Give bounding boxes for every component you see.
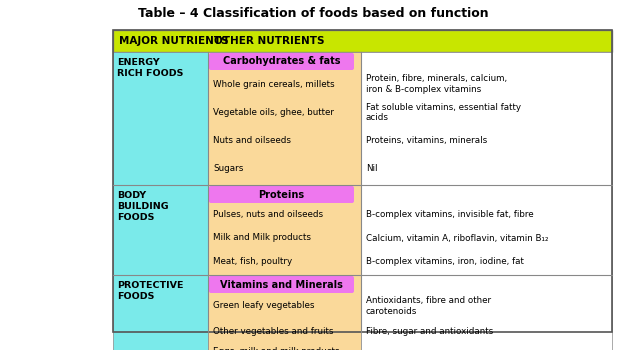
Text: Fat soluble vitamins, essential fatty
acids: Fat soluble vitamins, essential fatty ac… bbox=[366, 103, 521, 122]
Text: Nil: Nil bbox=[366, 164, 378, 173]
Bar bbox=[113, 30, 612, 52]
Text: Table – 4 Classification of foods based on function: Table – 4 Classification of foods based … bbox=[138, 7, 488, 20]
Text: Other vegetables and fruits: Other vegetables and fruits bbox=[213, 327, 334, 336]
FancyBboxPatch shape bbox=[209, 276, 354, 293]
Text: Sugars: Sugars bbox=[213, 164, 243, 173]
Text: BODY
BUILDING
FOODS: BODY BUILDING FOODS bbox=[117, 191, 169, 222]
Text: Pulses, nuts and oilseeds: Pulses, nuts and oilseeds bbox=[213, 210, 323, 219]
Text: MAJOR NUTRIENTS: MAJOR NUTRIENTS bbox=[119, 36, 229, 46]
Text: Proteins, vitamins, minerals: Proteins, vitamins, minerals bbox=[366, 136, 488, 145]
Text: ENERGY
RICH FOODS: ENERGY RICH FOODS bbox=[117, 58, 183, 78]
Text: Milk and Milk products: Milk and Milk products bbox=[213, 233, 311, 243]
Text: PROTECTIVE
FOODS: PROTECTIVE FOODS bbox=[117, 281, 184, 301]
Text: Eggs, milk and milk products
and flesh foods: Eggs, milk and milk products and flesh f… bbox=[213, 347, 339, 350]
Text: Fibre, sugar and antioxidants: Fibre, sugar and antioxidants bbox=[366, 327, 493, 336]
Text: B-complex vitamins, iron, iodine, fat: B-complex vitamins, iron, iodine, fat bbox=[366, 257, 524, 266]
Text: OTHER NUTRIENTS: OTHER NUTRIENTS bbox=[214, 36, 324, 46]
Bar bbox=[361, 52, 612, 185]
Bar bbox=[208, 52, 361, 185]
Bar bbox=[361, 185, 612, 275]
Text: Meat, fish, poultry: Meat, fish, poultry bbox=[213, 257, 292, 266]
Bar bbox=[113, 275, 208, 350]
Text: Proteins: Proteins bbox=[259, 189, 304, 200]
Bar bbox=[361, 275, 612, 350]
Text: Whole grain cereals, millets: Whole grain cereals, millets bbox=[213, 80, 334, 89]
Bar bbox=[208, 185, 361, 275]
FancyBboxPatch shape bbox=[209, 53, 354, 70]
Bar bbox=[113, 185, 208, 275]
Text: Calcium, vitamin A, riboflavin, vitamin B₁₂: Calcium, vitamin A, riboflavin, vitamin … bbox=[366, 233, 549, 243]
Text: Vegetable oils, ghee, butter: Vegetable oils, ghee, butter bbox=[213, 108, 334, 117]
Text: Antioxidants, fibre and other
carotenoids: Antioxidants, fibre and other carotenoid… bbox=[366, 296, 491, 316]
Text: B-complex vitamins, invisible fat, fibre: B-complex vitamins, invisible fat, fibre bbox=[366, 210, 534, 219]
Text: Green leafy vegetables: Green leafy vegetables bbox=[213, 301, 314, 310]
Text: Nuts and oilseeds: Nuts and oilseeds bbox=[213, 136, 291, 145]
Text: Protein, fibre, minerals, calcium,
iron & B-complex vitamins: Protein, fibre, minerals, calcium, iron … bbox=[366, 74, 507, 94]
Bar bbox=[113, 30, 612, 332]
Bar bbox=[208, 275, 361, 350]
FancyBboxPatch shape bbox=[209, 186, 354, 203]
Text: Carbohydrates & fats: Carbohydrates & fats bbox=[222, 56, 340, 66]
Text: Vitamins and Minerals: Vitamins and Minerals bbox=[220, 280, 343, 289]
Bar bbox=[113, 52, 208, 185]
